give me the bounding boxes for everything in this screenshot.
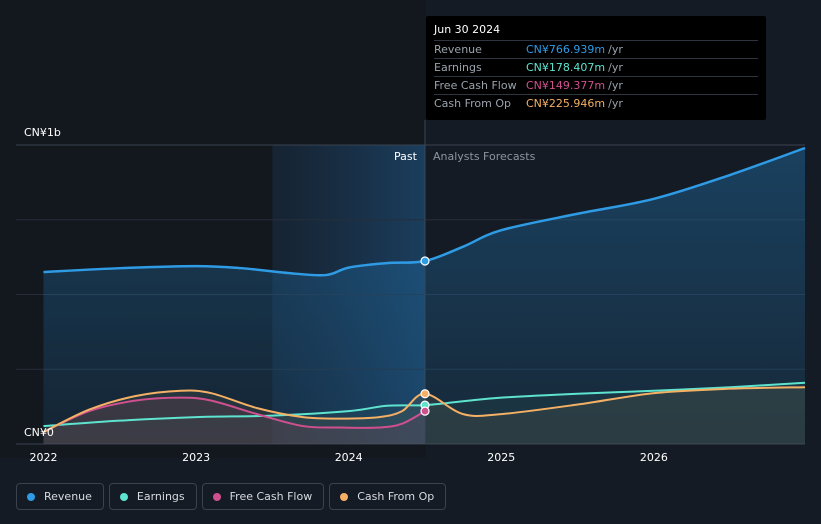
tooltip-value: CN¥225.946m	[526, 97, 606, 110]
data-point-marker	[420, 256, 430, 266]
free-cash-flow-dot-icon	[212, 492, 221, 501]
tooltip-date: Jun 30 2024	[434, 23, 501, 36]
revenue-dot-icon	[27, 492, 35, 501]
data-point-marker	[420, 389, 430, 399]
legend-label: Cash From Op	[357, 490, 435, 503]
tooltip-row-revenue: Revenue CN¥766.939m /yr	[434, 40, 758, 58]
legend-label: Free Cash Flow	[229, 490, 313, 503]
y-axis-bottom-label: CN¥0	[24, 426, 54, 439]
legend-label: Earnings	[136, 490, 185, 503]
series-area	[43, 397, 425, 444]
tooltip-unit: /yr	[608, 97, 623, 110]
y-axis-top-label: CN¥1b	[24, 126, 61, 139]
series-line	[43, 396, 426, 433]
tooltip-unit: /yr	[608, 61, 623, 74]
forecast-label: Analysts Forecasts	[433, 150, 536, 163]
legend: Revenue Earnings Free Cash Flow Cash Fro…	[16, 483, 447, 510]
past-label: Past	[394, 150, 418, 163]
legend-label: Revenue	[44, 490, 92, 503]
tooltip-value: CN¥766.939m	[526, 43, 606, 56]
legend-item-cash-from-op[interactable]: Cash From Op	[329, 483, 447, 510]
earnings-dot-icon	[119, 492, 128, 501]
tooltip-label: Revenue	[434, 43, 482, 56]
tooltip: Jun 30 2024 Revenue CN¥766.939m /yr Earn…	[426, 16, 766, 120]
tooltip-unit: /yr	[608, 79, 623, 92]
tooltip-unit: /yr	[608, 43, 623, 56]
tooltip-value: CN¥178.407m	[526, 61, 606, 74]
tooltip-label: Earnings	[434, 61, 482, 74]
x-tick-label: 2025	[487, 451, 515, 464]
tooltip-label: Free Cash Flow	[434, 79, 517, 92]
tooltip-row-free-cash-flow: Free Cash Flow CN¥149.377m /yr	[434, 76, 758, 94]
series-line	[43, 146, 806, 277]
tooltip-row-earnings: Earnings CN¥178.407m /yr	[434, 58, 758, 76]
tooltip-row-cash-from-op: Cash From Op CN¥225.946m /yr	[434, 94, 758, 112]
tooltip-value: CN¥149.377m	[526, 79, 606, 92]
legend-item-revenue[interactable]: Revenue	[16, 483, 104, 510]
x-tick-label: 2023	[182, 451, 210, 464]
legend-item-earnings[interactable]: Earnings	[108, 483, 197, 510]
tooltip-label: Cash From Op	[434, 97, 512, 110]
data-point-marker	[420, 406, 430, 416]
series-line	[43, 386, 806, 433]
cash-from-op-dot-icon	[340, 492, 349, 501]
series-area	[43, 147, 805, 445]
x-tick-label: 2026	[640, 451, 668, 464]
x-tick-label: 2022	[29, 451, 57, 464]
x-tick-label: 2024	[335, 451, 363, 464]
legend-item-free-cash-flow[interactable]: Free Cash Flow	[201, 483, 325, 510]
